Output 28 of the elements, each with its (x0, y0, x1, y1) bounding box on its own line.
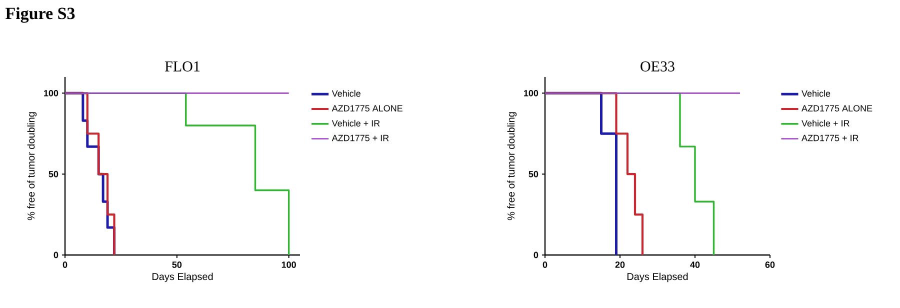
legend-label: Vehicle + IR (332, 120, 380, 127)
y-tick-label: 0 (54, 252, 58, 258)
caption: Figure S3 (6, 7, 75, 23)
y-tick-label: 0 (534, 252, 538, 258)
y-tick-label: 100 (524, 90, 538, 96)
x-axis-title: Days Elapsed (152, 272, 213, 282)
x-axis-title: Days Elapsed (627, 272, 688, 282)
y-tick-label: 50 (528, 170, 538, 178)
x-tick-label: 100 (282, 262, 296, 268)
legend-label: AZD1775 + IR (332, 134, 389, 142)
y-axis-title: % free of tumor doubling (507, 112, 517, 220)
x-tick-label: 60 (765, 262, 775, 268)
legend-label: Vehicle (332, 90, 360, 97)
x-tick-label: 50 (172, 262, 182, 268)
chart-title: FLO1 (165, 61, 200, 72)
x-tick-label: 0 (542, 262, 548, 268)
x-tick-label: 20 (615, 262, 625, 268)
legend-label: Vehicle (802, 90, 830, 97)
y-tick-label: 100 (44, 90, 58, 96)
x-tick-label: 0 (62, 262, 68, 268)
legend-label: AZD1775 + IR (802, 134, 858, 142)
chart-title: OE33 (640, 61, 674, 72)
legend-label: Vehicle + IR (802, 120, 850, 127)
y-tick-label: 50 (48, 170, 58, 178)
x-tick-label: 40 (690, 262, 700, 268)
legend-label: AZD1775 ALONE (332, 105, 402, 112)
legend-label: AZD1775 ALONE (802, 105, 872, 112)
y-axis-title: % free of tumor doubling (27, 112, 37, 220)
